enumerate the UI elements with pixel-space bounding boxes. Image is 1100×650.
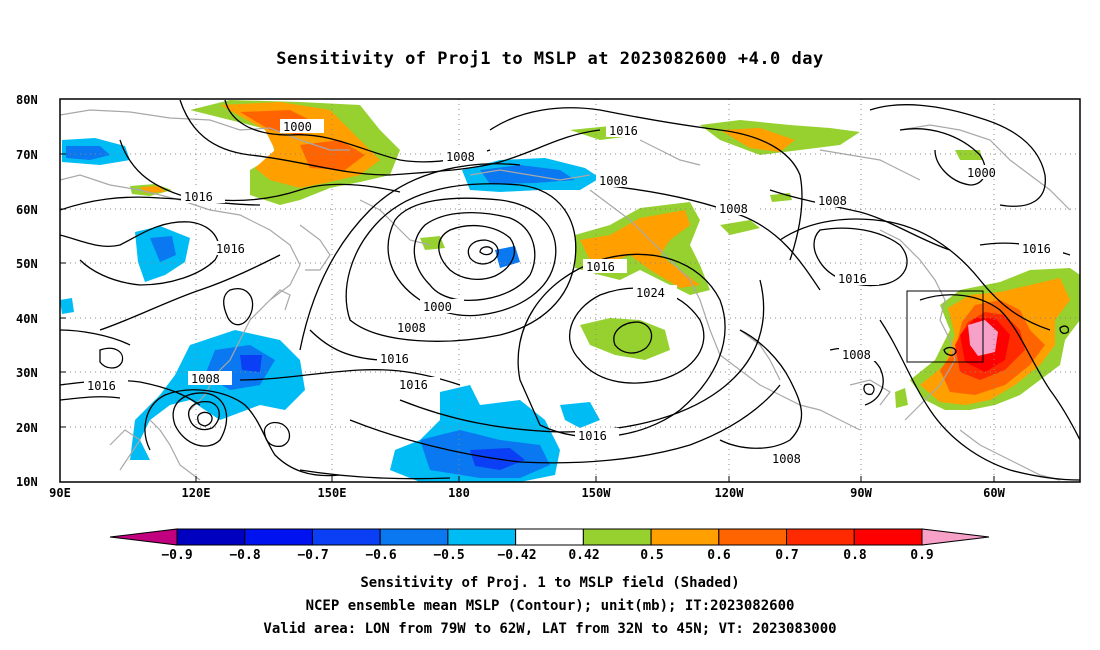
map-frame <box>59 98 1081 483</box>
caption-line-3: Valid area: LON from 79W to 62W, LAT fro… <box>263 621 837 637</box>
colorbar-label: 0.8 <box>843 548 867 563</box>
lat-label: 40N <box>16 312 38 326</box>
contour-label: 1016 <box>578 429 607 443</box>
colorbar-box <box>515 528 584 546</box>
lon-label: 120W <box>715 486 745 500</box>
latitude-labels: 80N 70N 60N 50N 40N 30N 20N 10N <box>16 93 38 489</box>
colorbar-label: −0.5 <box>433 548 464 563</box>
colorbar-label: −0.8 <box>229 548 260 563</box>
lon-label: 120E <box>182 486 211 500</box>
colorbar-box <box>853 528 923 546</box>
contour-label: 1000 <box>283 120 312 134</box>
lat-label: 20N <box>16 421 38 435</box>
colorbar-boxes <box>176 528 923 546</box>
colorbar-right-triangle <box>921 528 990 546</box>
contour-label: 1000 <box>423 300 452 314</box>
colorbar-left-triangle <box>109 528 178 546</box>
colorbar-labels: −0.9 −0.8 −0.7 −0.6 −0.5 −0.42 0.42 0.5 … <box>161 548 933 563</box>
contour-labels: 1000 1008 1016 1008 1016 1000 1008 1016 … <box>181 119 1063 466</box>
colorbar-label: 0.42 <box>568 548 599 563</box>
lon-label: 150W <box>582 486 612 500</box>
lat-label: 50N <box>16 257 38 271</box>
contour-label: 1000 <box>967 166 996 180</box>
contour-label: 1016 <box>380 352 409 366</box>
contour-labels-extra: 1016 1016 <box>84 378 619 443</box>
contour-label: 1008 <box>818 194 847 208</box>
longitude-labels: 90E 120E 150E 180 150W 120W 90W 60W <box>49 486 1005 500</box>
contour-label: 1016 <box>586 260 615 274</box>
colorbar-box <box>311 528 381 546</box>
contour-label: 1008 <box>191 372 220 386</box>
contour-label: 1008 <box>599 174 628 188</box>
colorbar-label: −0.9 <box>161 548 192 563</box>
mslp-contours <box>60 99 1080 481</box>
lon-label: 180 <box>448 486 470 500</box>
contour-label: 1016 <box>1022 242 1051 256</box>
lon-label: 60W <box>983 486 1005 500</box>
colorbar: −0.9 −0.8 −0.7 −0.6 −0.5 −0.42 0.42 0.5 … <box>109 528 990 563</box>
lon-label: 90W <box>850 486 872 500</box>
contour-label: 1016 <box>609 124 638 138</box>
lat-label: 10N <box>16 475 38 489</box>
contour-label: 1008 <box>719 202 748 216</box>
contour-label: 1008 <box>397 321 426 335</box>
colorbar-label: 0.5 <box>640 548 663 563</box>
contour-label: 1016 <box>184 190 213 204</box>
colorbar-box <box>379 528 449 546</box>
colorbar-label: 0.9 <box>910 548 933 563</box>
contour-label: 1008 <box>446 150 475 164</box>
colorbar-label: 0.7 <box>775 548 798 563</box>
colorbar-box <box>582 528 652 546</box>
colorbar-box <box>786 528 855 546</box>
contour-label: 1008 <box>842 348 871 362</box>
lon-label: 90E <box>49 486 71 500</box>
axis-ticks <box>60 98 995 483</box>
caption-line-1: Sensitivity of Proj. 1 to MSLP field (Sh… <box>360 575 740 591</box>
lat-label: 60N <box>16 203 38 217</box>
caption-line-2: NCEP ensemble mean MSLP (Contour); unit(… <box>305 598 795 614</box>
valid-area-box <box>906 290 984 363</box>
contour-label: 1008 <box>772 452 801 466</box>
lat-label: 70N <box>16 148 38 162</box>
lon-label: 150E <box>318 486 347 500</box>
lat-label: 80N <box>16 93 38 107</box>
colorbar-box <box>447 528 517 546</box>
colorbar-label: −0.42 <box>497 548 536 563</box>
colorbar-box <box>650 528 720 546</box>
colorbar-box <box>244 528 313 546</box>
colorbar-label: 0.6 <box>707 548 731 563</box>
map-title: Sensitivity of Proj1 to MSLP at 20230826… <box>276 49 824 69</box>
positive-sensitivity-shading <box>130 100 1080 410</box>
contour-label: 1016 <box>216 242 245 256</box>
colorbar-label: −0.7 <box>297 548 328 563</box>
colorbar-box <box>718 528 788 546</box>
contour-label: 1016 <box>399 378 428 392</box>
colorbar-label: −0.6 <box>365 548 396 563</box>
contour-label: 1024 <box>636 286 665 300</box>
coastlines <box>60 109 1071 481</box>
contour-label: 1016 <box>838 272 867 286</box>
colorbar-box <box>176 528 246 546</box>
contour-label: 1016 <box>87 379 116 393</box>
lat-label: 30N <box>16 366 38 380</box>
